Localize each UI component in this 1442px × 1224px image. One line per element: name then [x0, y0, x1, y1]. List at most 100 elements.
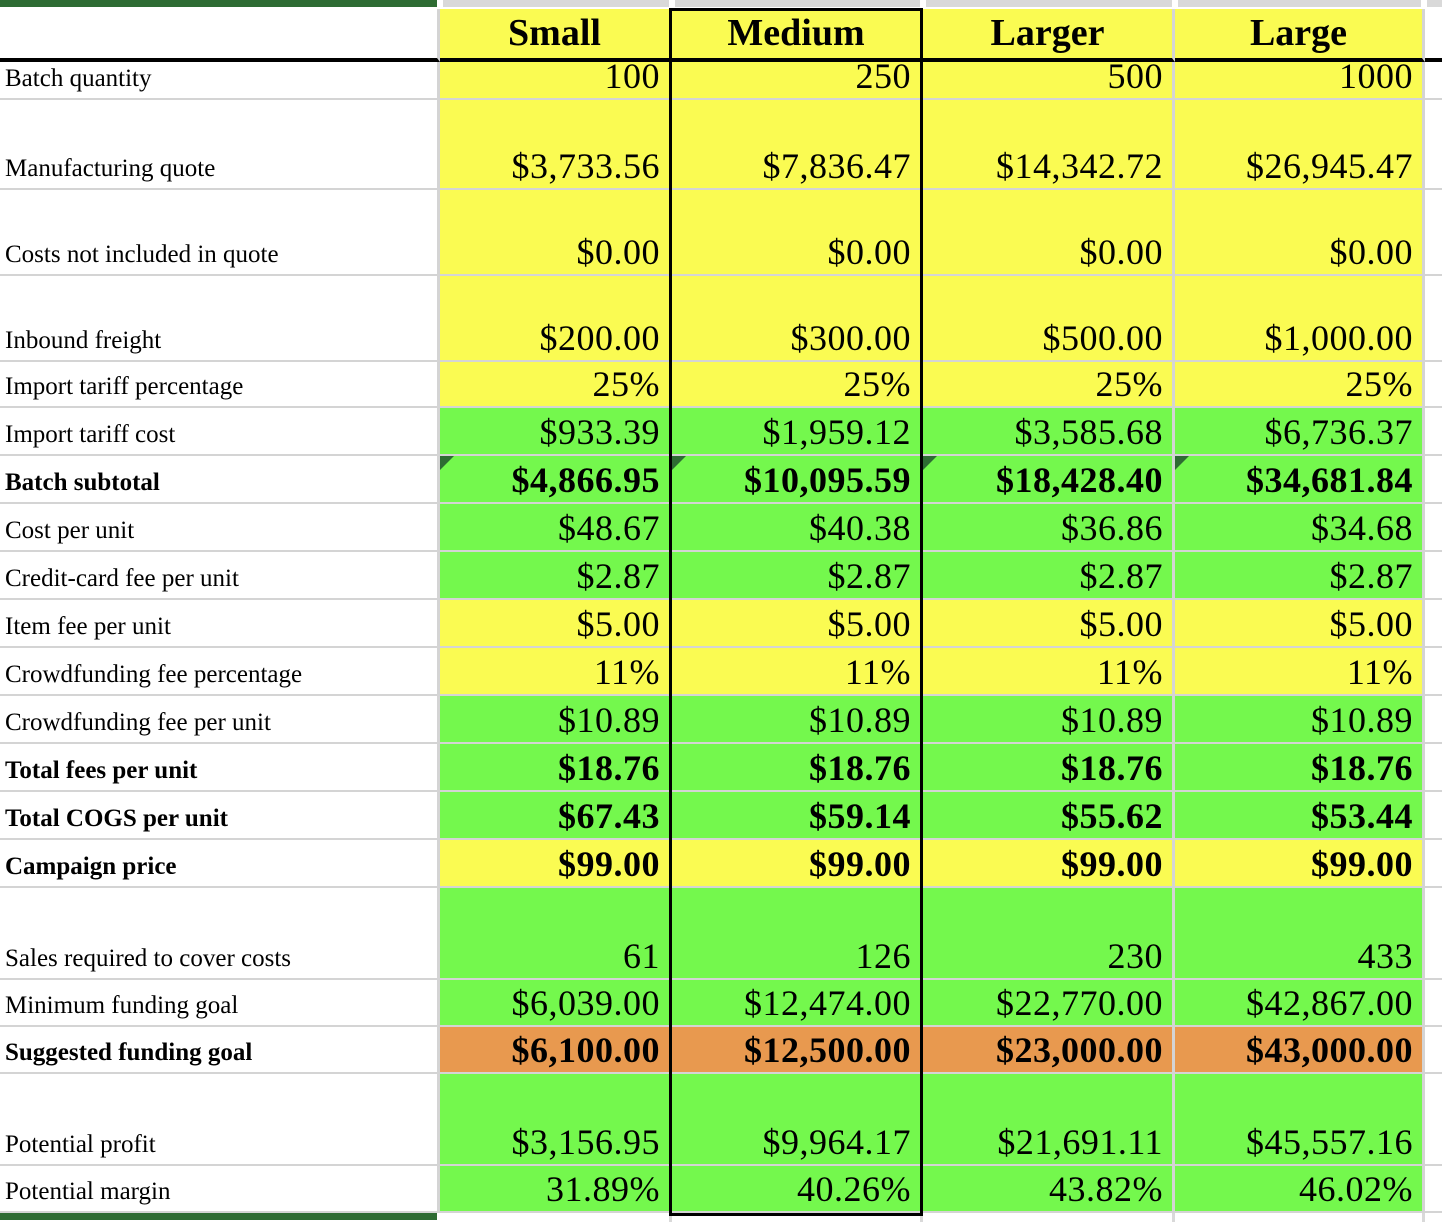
row-label[interactable]: Import tariff cost [0, 408, 440, 456]
cell-large[interactable]: $53.44 [1175, 792, 1425, 840]
row-label[interactable]: Manufacturing quote [0, 100, 440, 190]
cell-small[interactable]: $5.00 [440, 600, 672, 648]
cell-small[interactable]: $6,100.00 [440, 1027, 672, 1074]
cell-larger[interactable]: $0.00 [923, 190, 1175, 276]
cell-larger[interactable]: $18,428.40 [923, 456, 1175, 504]
cell-overflow[interactable] [1425, 792, 1442, 840]
cell-larger[interactable]: $21,691.11 [923, 1074, 1175, 1166]
cell-medium[interactable]: $12,500.00 [672, 1027, 923, 1074]
cell-large[interactable]: 433 [1175, 888, 1425, 980]
cell-overflow[interactable] [1425, 1027, 1442, 1074]
cell-medium[interactable]: $5.00 [672, 600, 923, 648]
cell-small[interactable]: $3,156.95 [440, 1074, 672, 1166]
cell-large[interactable]: $0.00 [1175, 190, 1425, 276]
cell-larger[interactable]: 25% [923, 362, 1175, 408]
cell-medium[interactable]: 40.26% [672, 1166, 923, 1213]
cell-small[interactable]: $10.89 [440, 696, 672, 744]
cell-large[interactable]: $42,867.00 [1175, 980, 1425, 1027]
column-header-larger[interactable]: Larger [923, 9, 1175, 62]
column-header-small[interactable]: Small [440, 9, 672, 62]
cell-large[interactable]: $6,736.37 [1175, 408, 1425, 456]
cell-medium[interactable]: 126 [672, 888, 923, 980]
row-label[interactable]: Crowdfunding fee percentage [0, 648, 440, 696]
cell-medium[interactable]: $1,959.12 [672, 408, 923, 456]
column-header-large[interactable]: Large [1175, 9, 1425, 62]
row-label[interactable]: Potential profit [0, 1074, 440, 1166]
cell-medium[interactable]: 11% [672, 648, 923, 696]
cell-small[interactable]: $0.00 [440, 190, 672, 276]
cell-small[interactable]: $200.00 [440, 276, 672, 362]
cell-overflow[interactable] [1425, 190, 1442, 276]
cell-overflow[interactable] [1425, 408, 1442, 456]
cell-large[interactable]: 11% [1175, 648, 1425, 696]
row-label[interactable]: Campaign price [0, 840, 440, 888]
row-label[interactable]: Crowdfunding fee per unit [0, 696, 440, 744]
cell-small[interactable]: 31.89% [440, 1166, 672, 1213]
row-label[interactable]: Item fee per unit [0, 600, 440, 648]
cell-overflow[interactable] [1425, 840, 1442, 888]
row-label[interactable]: Total COGS per unit [0, 792, 440, 840]
cell-overflow[interactable] [1425, 362, 1442, 408]
column-header-medium[interactable]: Medium [672, 9, 923, 62]
cell-overflow[interactable] [1425, 1074, 1442, 1166]
cell-small[interactable]: $3,733.56 [440, 100, 672, 190]
cell-small[interactable]: 100 [440, 62, 672, 100]
cell-larger[interactable]: $10.89 [923, 696, 1175, 744]
header-row-label[interactable] [0, 9, 440, 62]
cell-larger[interactable]: 500 [923, 62, 1175, 100]
cell-medium[interactable]: $300.00 [672, 276, 923, 362]
cell-large[interactable]: $1,000.00 [1175, 276, 1425, 362]
cell-small[interactable]: $933.39 [440, 408, 672, 456]
cell-larger[interactable]: $14,342.72 [923, 100, 1175, 190]
row-label[interactable]: Batch quantity [0, 62, 440, 100]
cell-small[interactable]: $4,866.95 [440, 456, 672, 504]
cell-larger[interactable]: $18.76 [923, 744, 1175, 792]
cell-larger[interactable]: $22,770.00 [923, 980, 1175, 1027]
cell-medium[interactable]: $18.76 [672, 744, 923, 792]
cell-overflow[interactable] [1425, 744, 1442, 792]
cell-small[interactable]: $6,039.00 [440, 980, 672, 1027]
cell-larger[interactable]: $3,585.68 [923, 408, 1175, 456]
cell-larger[interactable]: $2.87 [923, 552, 1175, 600]
cell-large[interactable]: $5.00 [1175, 600, 1425, 648]
cell-medium[interactable]: $59.14 [672, 792, 923, 840]
cell-larger[interactable]: 230 [923, 888, 1175, 980]
cell-overflow[interactable] [1425, 504, 1442, 552]
cell-large[interactable]: $34,681.84 [1175, 456, 1425, 504]
cell-larger[interactable]: $36.86 [923, 504, 1175, 552]
cell-larger[interactable]: 43.82% [923, 1166, 1175, 1213]
cell-small[interactable]: $2.87 [440, 552, 672, 600]
cell-overflow[interactable] [1425, 100, 1442, 190]
cell-medium[interactable]: $9,964.17 [672, 1074, 923, 1166]
row-label[interactable]: Credit-card fee per unit [0, 552, 440, 600]
cell-medium[interactable]: $99.00 [672, 840, 923, 888]
cell-medium[interactable]: $10,095.59 [672, 456, 923, 504]
cell-small[interactable]: $99.00 [440, 840, 672, 888]
cell-medium[interactable]: $2.87 [672, 552, 923, 600]
cell-overflow[interactable] [1425, 696, 1442, 744]
row-label[interactable]: Batch subtotal [0, 456, 440, 504]
cell-large[interactable]: $43,000.00 [1175, 1027, 1425, 1074]
cell-larger[interactable]: 11% [923, 648, 1175, 696]
cell-large[interactable]: 1000 [1175, 62, 1425, 100]
cell-overflow[interactable] [1425, 276, 1442, 362]
cell-small[interactable]: $67.43 [440, 792, 672, 840]
cell-medium[interactable]: $12,474.00 [672, 980, 923, 1027]
cell-medium[interactable]: $40.38 [672, 504, 923, 552]
cell-small[interactable]: $48.67 [440, 504, 672, 552]
cell-large[interactable]: $18.76 [1175, 744, 1425, 792]
row-label[interactable]: Inbound freight [0, 276, 440, 362]
cell-medium[interactable]: 25% [672, 362, 923, 408]
cell-medium[interactable]: $10.89 [672, 696, 923, 744]
cell-large[interactable]: $26,945.47 [1175, 100, 1425, 190]
cell-small[interactable]: 11% [440, 648, 672, 696]
cell-overflow[interactable] [1425, 600, 1442, 648]
cell-overflow[interactable] [1425, 888, 1442, 980]
row-label[interactable]: Minimum funding goal [0, 980, 440, 1027]
cell-large[interactable]: 46.02% [1175, 1166, 1425, 1213]
cell-overflow[interactable] [1425, 552, 1442, 600]
cell-larger[interactable]: $23,000.00 [923, 1027, 1175, 1074]
cell-large[interactable]: $34.68 [1175, 504, 1425, 552]
cell-large[interactable]: $2.87 [1175, 552, 1425, 600]
row-label[interactable]: Potential margin [0, 1166, 440, 1213]
